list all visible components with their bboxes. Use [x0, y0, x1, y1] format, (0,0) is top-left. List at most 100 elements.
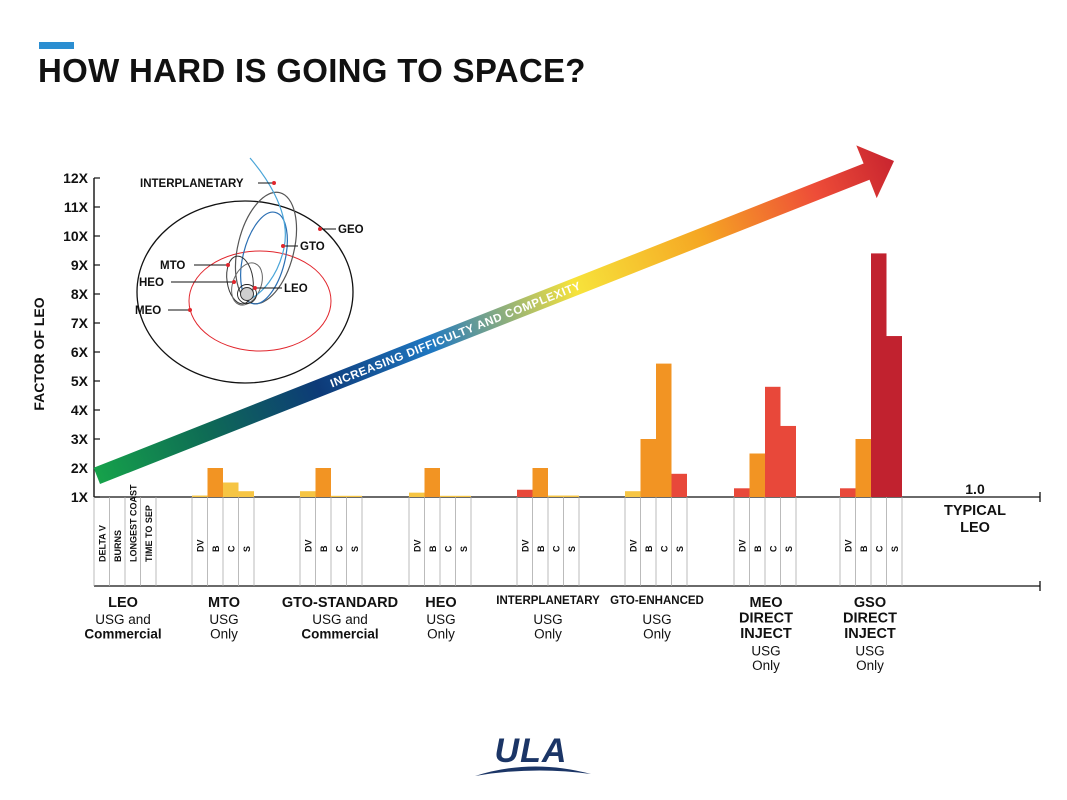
legend-metric-label: LONGEST COAST — [128, 484, 138, 562]
y-tick-label: 4X — [71, 402, 89, 418]
metric-abbrev-label: DV — [737, 539, 747, 552]
legend-metric-label: DELTA V — [97, 525, 107, 562]
usage-label: Only — [856, 658, 884, 673]
chart-bar — [223, 482, 239, 497]
metric-abbrev-label: S — [567, 546, 577, 552]
metric-abbrev-label: S — [890, 546, 900, 552]
earth-icon — [240, 287, 254, 301]
typical-leo-label-1: TYPICAL — [944, 503, 1006, 519]
chart-bar — [886, 336, 902, 497]
chart-bar — [871, 253, 887, 497]
y-tick-label: 9X — [71, 257, 89, 273]
gto-inner-orbit — [240, 211, 288, 305]
group-name-label: INJECT — [844, 626, 896, 642]
metric-abbrev-label: B — [319, 545, 329, 552]
group-name-label: INTERPLANETARY — [496, 595, 600, 607]
usage-label: USG — [642, 612, 671, 627]
chart-bar — [192, 495, 208, 497]
metric-abbrev-label: C — [659, 545, 669, 552]
chart-bar — [840, 488, 856, 497]
chart-bar — [563, 495, 579, 497]
chart-bar — [625, 491, 641, 497]
metric-abbrev-label: B — [211, 545, 221, 552]
usage-label: Only — [752, 658, 780, 673]
y-tick-label: 8X — [71, 286, 89, 302]
legend-metric-label: BURNS — [113, 530, 123, 562]
metric-abbrev-label: C — [768, 545, 778, 552]
usage-label: USG — [533, 612, 562, 627]
chart-bar — [749, 453, 765, 497]
chart-bar — [517, 489, 533, 497]
metric-abbrev-label: B — [859, 545, 869, 552]
group-name-label: MTO — [208, 595, 240, 611]
chart-bar — [346, 495, 362, 497]
metric-abbrev-label: DV — [303, 539, 313, 552]
ula-logo-swoosh — [475, 766, 591, 776]
chart-bar — [671, 473, 687, 497]
inset-leader-lines — [168, 182, 336, 311]
meo-orbit — [188, 250, 332, 352]
y-tick-label: 1X — [71, 489, 89, 505]
group-name-label: DIRECT — [843, 611, 897, 627]
inset-leader-dots — [188, 181, 322, 312]
group-name-label: LEO — [108, 595, 138, 611]
orbit-inset-diagram: INTERPLANETARY GEO GTO MTO HEO LEO MEO — [135, 157, 364, 384]
orbit-label-heo: HEO — [139, 277, 164, 289]
usage-label: Only — [643, 627, 671, 642]
metric-abbrev-label: S — [675, 546, 685, 552]
usage-label: USG — [426, 612, 455, 627]
metric-abbrev-label: DV — [412, 539, 422, 552]
y-tick-label: 11X — [64, 199, 89, 215]
orbit-label-meo: MEO — [135, 305, 161, 317]
ula-logo: ULA — [475, 732, 591, 776]
usage-label: Only — [427, 627, 455, 642]
metric-abbrev-label: S — [350, 546, 360, 552]
y-tick-label: 2X — [71, 460, 89, 476]
metric-abbrev-label: B — [536, 545, 546, 552]
usage-label: Only — [534, 627, 562, 642]
chart-bar — [424, 468, 440, 497]
chart-bar — [409, 492, 425, 497]
usage-label: USG and — [95, 612, 151, 627]
chart-bar — [207, 468, 223, 497]
heo-orbit — [231, 262, 263, 306]
group-name-label: MEO — [749, 595, 782, 611]
y-tick-label: 6X — [71, 344, 89, 360]
usage-label: USG — [209, 612, 238, 627]
orbit-label-leo: LEO — [284, 283, 308, 295]
chart-bar — [315, 468, 331, 497]
metric-abbrev-label: S — [459, 546, 469, 552]
chart-bar — [765, 386, 781, 497]
orbit-label-gto: GTO — [300, 241, 325, 253]
metric-abbrev-label: DV — [195, 539, 205, 552]
metric-abbrev-label: C — [226, 545, 236, 552]
chart-bar — [238, 491, 254, 497]
typical-leo-label-2: LEO — [960, 520, 990, 536]
orbit-label-mto: MTO — [160, 260, 185, 272]
group-name-label: GSO — [854, 595, 886, 611]
metric-abbrev-label: S — [242, 546, 252, 552]
usage-label: Only — [210, 627, 238, 642]
page-title: HOW HARD IS GOING TO SPACE? — [38, 52, 586, 89]
metric-abbrev-label: B — [428, 545, 438, 552]
chart-bar — [532, 468, 548, 497]
chart-bar — [440, 495, 456, 497]
ula-logo-text: ULA — [495, 732, 568, 770]
metric-abbrev-label: B — [753, 545, 763, 552]
group-name-label: GTO-ENHANCED — [610, 595, 704, 607]
difficulty-arrow — [93, 145, 895, 484]
interplanetary-trajectory — [247, 157, 286, 301]
group-name-label: GTO-STANDARD — [282, 595, 398, 611]
chart-bar — [656, 363, 672, 497]
chart-bar — [780, 425, 796, 497]
orbit-label-geo: GEO — [338, 224, 364, 236]
group-name-label: DIRECT — [739, 611, 793, 627]
title-accent-bar — [39, 42, 74, 49]
chart-bar — [300, 491, 316, 497]
arrow-label: INCREASING DIFFICULTY AND COMPLEXITY — [329, 280, 583, 390]
y-tick-label: 7X — [71, 315, 89, 331]
usage-label: USG — [751, 644, 780, 659]
legend-metric-label: TIME TO SEP — [144, 505, 154, 562]
usage-label: USG — [855, 644, 884, 659]
